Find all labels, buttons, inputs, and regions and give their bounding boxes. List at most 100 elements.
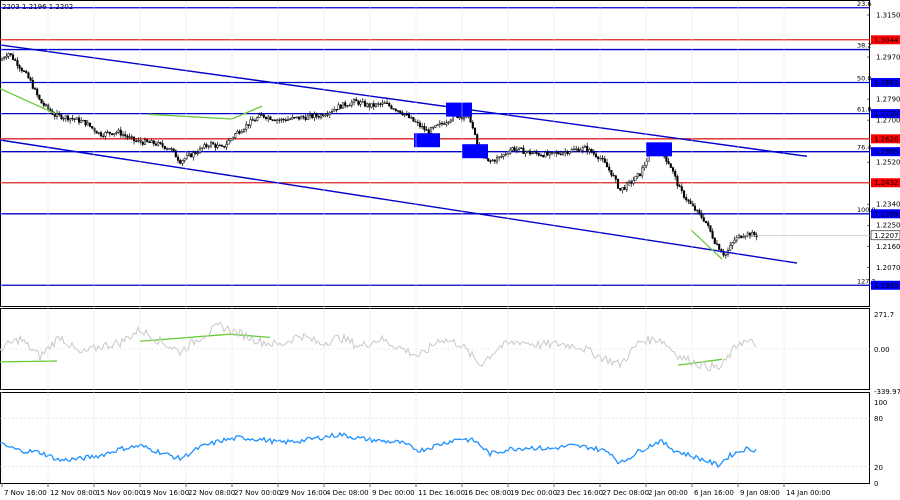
candle-body bbox=[385, 102, 389, 104]
fib-ratio-label: 38.2 bbox=[857, 42, 871, 50]
candle-body bbox=[168, 148, 171, 150]
candle-body bbox=[590, 148, 593, 153]
x-tick-label: 9 Dec 00:00 bbox=[372, 489, 415, 497]
candle-body bbox=[38, 94, 41, 100]
candle-body bbox=[667, 161, 670, 165]
x-tick-label: 12 Nov 08:00 bbox=[50, 489, 97, 497]
candle-body bbox=[524, 151, 527, 154]
divergence-line-price bbox=[0, 88, 56, 115]
cci-panel-frame bbox=[0, 308, 870, 390]
candle-body bbox=[315, 113, 318, 117]
candle-body bbox=[192, 152, 195, 158]
candle-body bbox=[337, 104, 340, 110]
candle-body bbox=[502, 154, 505, 157]
candle-body bbox=[238, 131, 241, 134]
price-tick-label: 1.2250 bbox=[876, 222, 900, 230]
candle-body bbox=[53, 114, 56, 117]
candle-body bbox=[183, 158, 186, 161]
candle-body bbox=[570, 149, 573, 153]
candle-body bbox=[135, 140, 138, 142]
x-tick-label: 22 Nov 08:00 bbox=[188, 489, 235, 497]
candle-body bbox=[381, 102, 384, 105]
candle-body bbox=[729, 245, 732, 251]
x-tick-label: 29 Nov 16:00 bbox=[280, 489, 327, 497]
divergence-line-cci bbox=[0, 360, 58, 363]
channel-lower-line bbox=[0, 139, 798, 264]
candle-body bbox=[198, 147, 202, 154]
candle-body bbox=[344, 102, 347, 107]
candle-body bbox=[753, 232, 756, 236]
candle-body bbox=[137, 140, 140, 142]
candle-body bbox=[80, 120, 83, 123]
candle-body bbox=[62, 118, 65, 120]
price-badge-bg bbox=[871, 280, 900, 290]
candle-body bbox=[339, 104, 342, 109]
candle-body bbox=[271, 119, 274, 121]
candle-body bbox=[234, 133, 237, 138]
candle-body bbox=[449, 119, 452, 123]
candle-body bbox=[632, 180, 635, 184]
current-price-badge: 1.2207 bbox=[870, 230, 900, 241]
candle-body bbox=[357, 100, 360, 105]
candle-body bbox=[377, 103, 380, 105]
price-tick-label: 1.3150 bbox=[876, 12, 900, 20]
candle-body bbox=[689, 200, 692, 205]
candle-body bbox=[526, 150, 529, 153]
price-tick-label: 1.2700 bbox=[876, 117, 900, 125]
candle-body bbox=[194, 152, 197, 154]
candle-body bbox=[181, 160, 184, 164]
candle-body bbox=[97, 132, 100, 134]
candle-body bbox=[300, 116, 303, 120]
candle-body bbox=[542, 155, 545, 158]
candle-body bbox=[157, 142, 160, 146]
candle-body bbox=[308, 113, 312, 117]
candle-body bbox=[273, 119, 276, 122]
candle-body bbox=[366, 103, 369, 107]
price-badge-bg bbox=[871, 178, 900, 188]
candle-body bbox=[498, 156, 501, 158]
candle-body bbox=[143, 139, 147, 145]
candle-body bbox=[372, 103, 375, 107]
candle-body bbox=[9, 53, 12, 56]
candle-body bbox=[638, 173, 642, 177]
price-badge-text: 1.2565 bbox=[874, 148, 899, 156]
candle-body bbox=[141, 141, 144, 145]
candle-body bbox=[535, 151, 538, 154]
candle-body bbox=[427, 129, 430, 134]
fib-ratio-label: 50.0 bbox=[857, 75, 871, 83]
candle-body bbox=[718, 244, 721, 250]
candle-body bbox=[447, 121, 450, 124]
candle-body bbox=[709, 225, 712, 232]
x-tick-label: 27 Dec 08:00 bbox=[602, 489, 649, 497]
candle-body bbox=[170, 148, 173, 150]
candle-body bbox=[702, 217, 705, 222]
candle-body bbox=[121, 134, 125, 136]
candle-body bbox=[220, 145, 224, 147]
candle-body bbox=[742, 236, 745, 239]
candle-body bbox=[588, 148, 591, 152]
candle-body bbox=[18, 65, 21, 69]
candle-body bbox=[407, 114, 411, 119]
candle-body bbox=[33, 88, 37, 90]
candle-body bbox=[700, 212, 703, 218]
candle-body bbox=[572, 148, 576, 151]
candle-body bbox=[533, 151, 536, 154]
candle-body bbox=[493, 159, 496, 162]
candle-body bbox=[513, 147, 516, 151]
divergence-line-price bbox=[690, 229, 723, 260]
candle-body bbox=[630, 181, 633, 184]
level-marker-box bbox=[414, 133, 440, 148]
candle-body bbox=[539, 154, 543, 157]
price-badge-bg bbox=[871, 147, 900, 157]
candle-body bbox=[251, 119, 254, 121]
x-tick-label: 27 Nov 00:00 bbox=[234, 489, 281, 497]
candle-body bbox=[687, 199, 690, 202]
candle-body bbox=[597, 156, 600, 160]
candle-body bbox=[680, 186, 683, 192]
candle-body bbox=[225, 143, 228, 148]
candle-body bbox=[610, 169, 613, 176]
candle-body bbox=[575, 148, 578, 150]
candle-body bbox=[669, 163, 672, 168]
